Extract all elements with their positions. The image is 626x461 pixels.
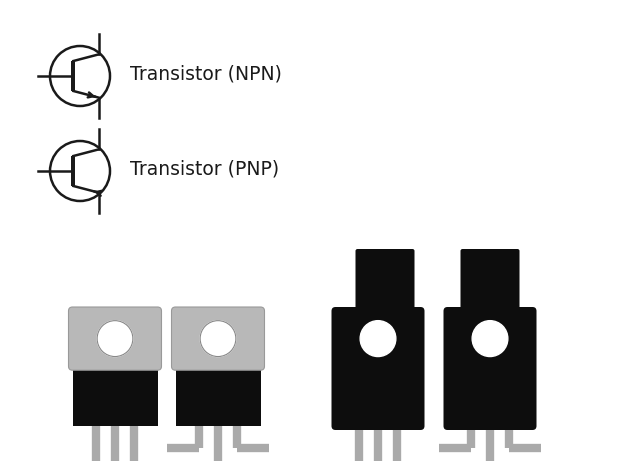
Bar — [175, 364, 260, 426]
Ellipse shape — [472, 321, 508, 356]
Ellipse shape — [97, 321, 133, 356]
FancyBboxPatch shape — [332, 307, 424, 430]
Bar — [73, 364, 158, 426]
FancyBboxPatch shape — [172, 307, 265, 370]
Text: Transistor (PNP): Transistor (PNP) — [130, 160, 279, 178]
FancyBboxPatch shape — [461, 249, 520, 313]
FancyBboxPatch shape — [443, 307, 536, 430]
FancyBboxPatch shape — [356, 249, 414, 313]
Ellipse shape — [360, 321, 396, 356]
FancyBboxPatch shape — [68, 307, 162, 370]
Ellipse shape — [200, 321, 236, 356]
Text: Transistor (NPN): Transistor (NPN) — [130, 65, 282, 83]
